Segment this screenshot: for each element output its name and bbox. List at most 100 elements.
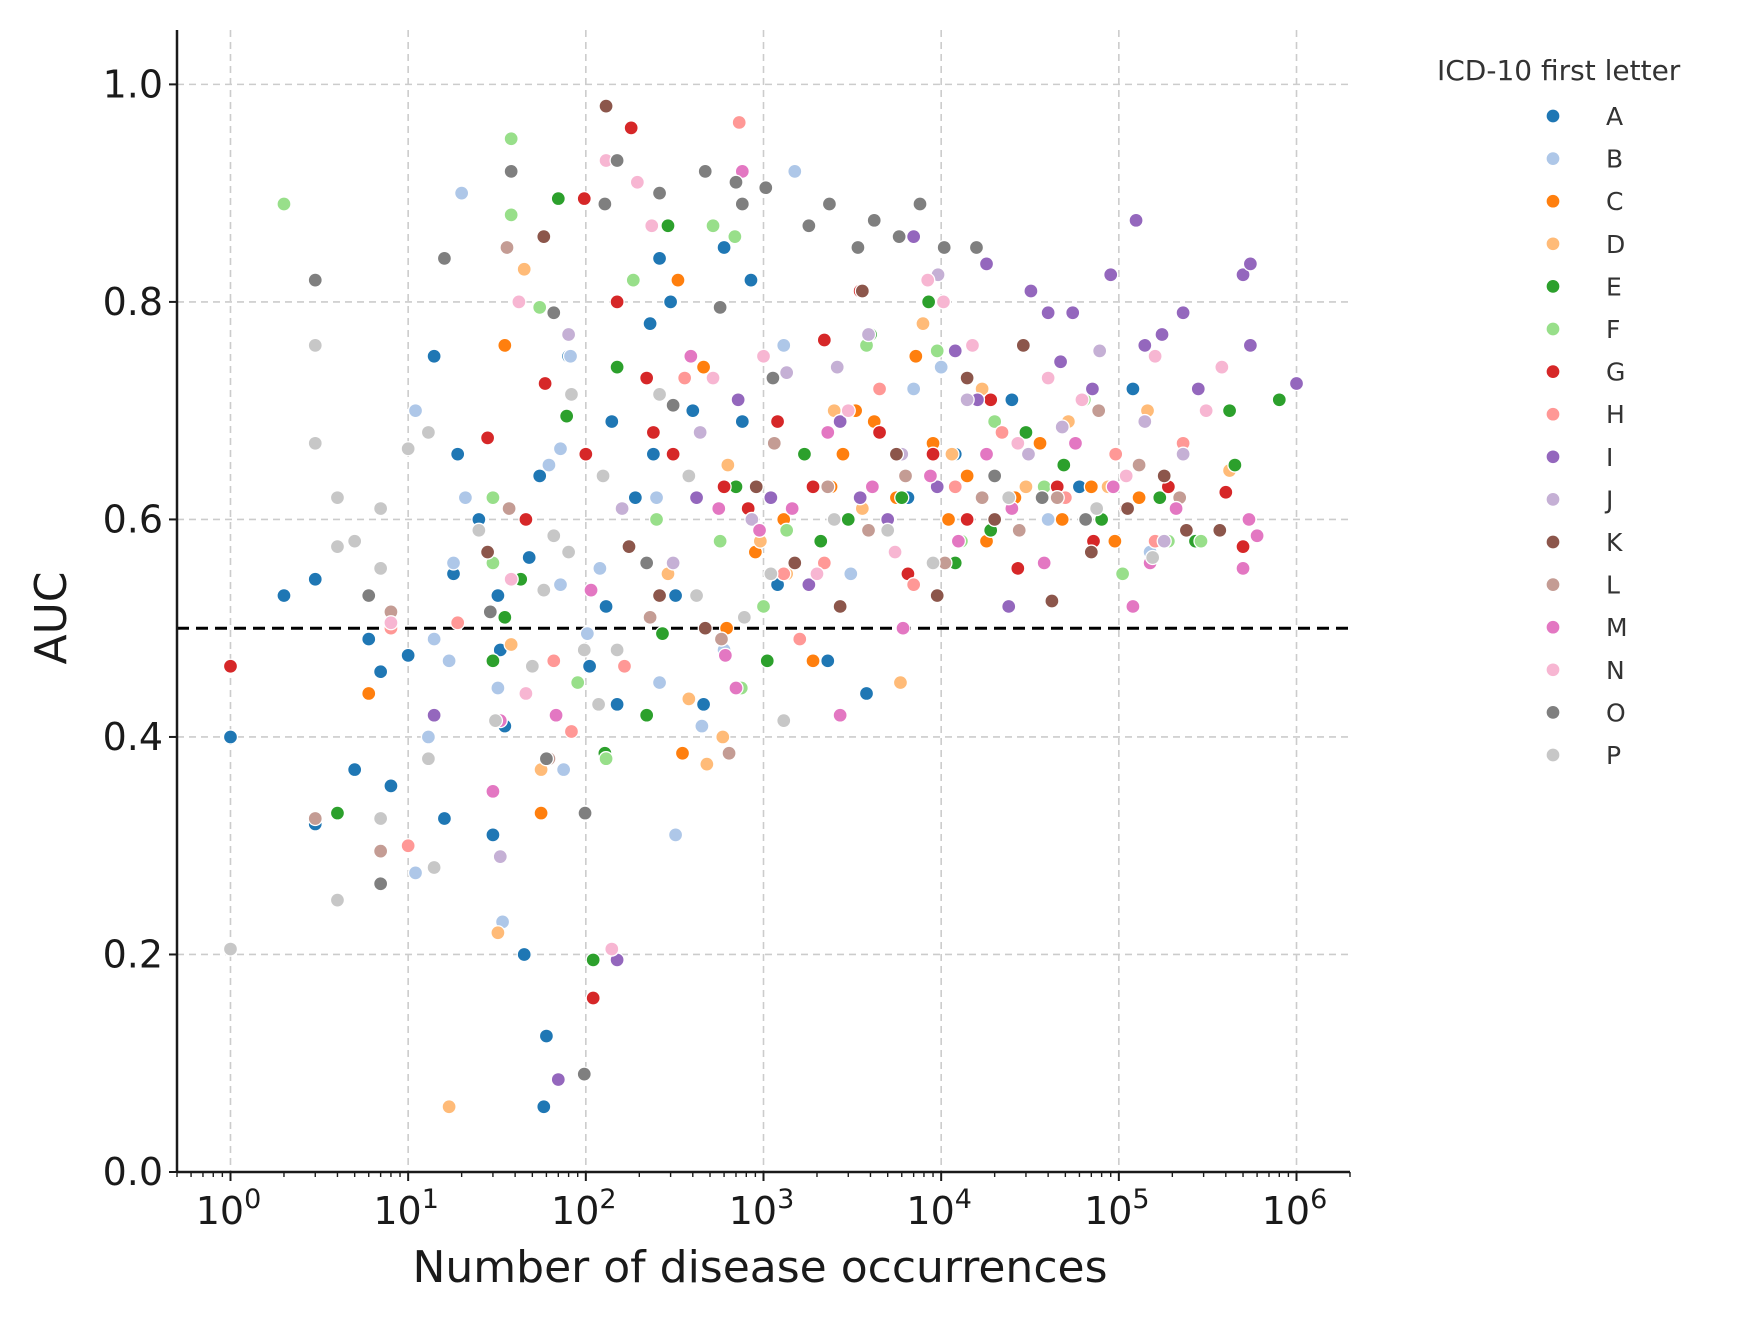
legend-item-B: B — [1545, 145, 1623, 174]
data-point-C — [674, 745, 691, 761]
data-point-O — [850, 239, 866, 256]
legend-item-L: L — [1545, 571, 1620, 600]
data-point-M — [711, 500, 727, 517]
data-point-E — [1227, 457, 1243, 473]
data-point-L — [1091, 403, 1107, 419]
data-point-K — [479, 544, 496, 560]
legend-marker — [1545, 193, 1561, 209]
data-point-K — [598, 98, 614, 114]
data-point-K — [959, 370, 975, 386]
data-point-I — [978, 256, 995, 272]
data-point-G — [805, 479, 821, 495]
data-point-G — [1235, 538, 1251, 555]
data-point-K — [1178, 522, 1195, 538]
data-point-E — [660, 218, 676, 234]
data-point-K — [1044, 593, 1060, 609]
data-point-I — [801, 577, 817, 593]
data-point-B — [1040, 511, 1056, 528]
data-point-C — [361, 685, 377, 702]
data-point-M — [1241, 511, 1257, 528]
data-point-J — [860, 326, 877, 343]
data-point-O — [576, 1066, 592, 1082]
data-point-K — [832, 598, 848, 615]
data-point-K — [888, 446, 905, 462]
data-point-H — [1108, 446, 1124, 462]
data-point-E — [654, 625, 671, 642]
data-point-C — [670, 272, 686, 288]
y-tick-label: 0.0 — [103, 1150, 163, 1194]
data-point-O — [482, 604, 498, 620]
data-point-O — [866, 212, 882, 228]
data-point-P — [736, 609, 752, 625]
data-point-B — [457, 490, 474, 506]
legend-label: O — [1606, 698, 1626, 727]
data-point-A — [361, 631, 377, 647]
data-point-N — [1040, 370, 1056, 386]
legend-label: F — [1606, 315, 1620, 344]
data-point-E — [585, 952, 601, 968]
data-point-C — [940, 511, 957, 528]
data-point-C — [1083, 479, 1099, 495]
data-point-A — [426, 348, 442, 364]
data-point-I — [1235, 267, 1251, 283]
x-tick-label: 102 — [551, 1184, 617, 1233]
data-point-N — [644, 218, 660, 234]
y-axis-title: AUC — [26, 571, 77, 664]
data-point-I — [1103, 267, 1119, 283]
data-point-N — [755, 348, 772, 364]
data-point-L — [860, 522, 877, 538]
data-point-H — [816, 555, 832, 571]
data-point-O — [821, 196, 838, 212]
data-point-A — [695, 696, 712, 712]
y-tick-label: 0.6 — [103, 497, 163, 541]
data-point-P — [471, 522, 487, 538]
legend-item-N: N — [1545, 656, 1625, 685]
data-point-J — [1092, 343, 1108, 359]
legend-marker — [1545, 108, 1561, 124]
data-point-K — [536, 228, 552, 245]
data-point-K — [987, 511, 1003, 528]
data-point-A — [1125, 381, 1141, 397]
data-point-L — [307, 810, 323, 827]
data-point-B — [648, 490, 665, 506]
legend-marker — [1545, 491, 1561, 508]
data-point-B — [555, 761, 572, 778]
data-point-I — [1084, 381, 1101, 397]
data-point-I — [763, 490, 779, 506]
data-point-E — [329, 805, 346, 821]
data-point-P — [420, 751, 437, 767]
data-point-M — [864, 479, 881, 495]
data-point-O — [1034, 490, 1050, 506]
data-point-P — [590, 696, 607, 712]
data-point-P — [1088, 500, 1105, 517]
y-tick-label: 0.2 — [103, 932, 163, 976]
data-point-I — [1040, 305, 1056, 321]
data-point-H — [947, 479, 963, 495]
data-point-M — [1249, 528, 1265, 544]
legend-item-E: E — [1545, 272, 1622, 301]
data-point-J — [692, 424, 708, 441]
data-point-G — [769, 413, 786, 430]
data-point-G — [585, 990, 601, 1006]
data-point-G — [537, 375, 553, 392]
data-point-O — [891, 228, 907, 245]
legend-marker — [1545, 363, 1561, 380]
data-point-J — [560, 326, 577, 343]
legend-item-J: J — [1545, 485, 1613, 514]
data-point-B — [490, 680, 506, 696]
data-point-P — [372, 810, 389, 827]
data-point-O — [651, 185, 668, 201]
data-point-D — [720, 457, 736, 473]
data-point-B — [694, 718, 710, 734]
data-point-C — [805, 653, 821, 669]
data-point-G — [479, 430, 496, 446]
data-point-N — [629, 174, 646, 190]
legend-item-K: K — [1545, 528, 1623, 557]
data-point-P — [595, 468, 611, 484]
data-point-G — [665, 446, 681, 462]
data-point-J — [1156, 533, 1172, 549]
data-point-O — [577, 805, 593, 821]
data-point-I — [852, 490, 868, 506]
data-point-F — [779, 522, 795, 538]
